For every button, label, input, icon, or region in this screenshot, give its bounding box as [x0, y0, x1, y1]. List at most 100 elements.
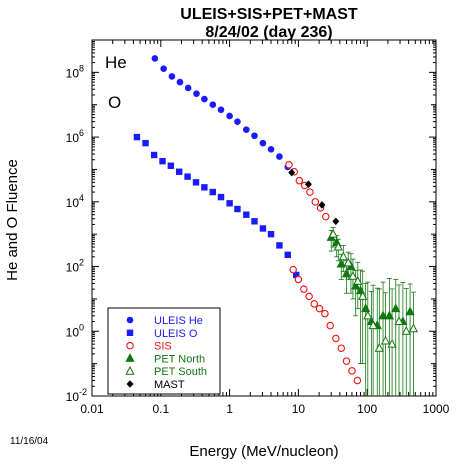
uleis-o-point [192, 179, 200, 186]
x-tick-label: 1000 [423, 402, 450, 416]
uleis-o-point [184, 173, 191, 180]
pet-south-point [343, 257, 353, 267]
uleis-o-point [159, 157, 166, 165]
uleis-he-point [259, 139, 267, 147]
pet-south-point [333, 241, 343, 251]
legend-label-sis: SIS [154, 341, 172, 353]
y-tick-exponent: -2 [79, 387, 87, 397]
sis-point [311, 198, 320, 206]
sis-point [326, 321, 334, 330]
sis-point [300, 285, 308, 293]
x-tick-label: 10 [292, 402, 306, 416]
uleis-he-point [201, 95, 208, 103]
y-tick-label: 10 [66, 390, 80, 404]
pet-south-point [348, 271, 358, 280]
mast-point [318, 201, 326, 209]
x-tick-label: 100 [357, 402, 377, 416]
uleis-o-point [209, 188, 217, 196]
sis-point [289, 265, 297, 274]
uleis-o-point [259, 225, 267, 232]
pet-north-point [341, 268, 352, 278]
ticks-group [91, 40, 436, 397]
uleis-o-point [133, 133, 141, 141]
x-axis-label: Energy (MeV/nucleon) [189, 443, 338, 460]
sis-point [315, 304, 324, 313]
annotation-he: He [105, 53, 127, 72]
pet-south-point [401, 326, 411, 335]
pet-north-point [378, 310, 388, 320]
data-markers [133, 55, 419, 385]
uleis-he-point [176, 78, 184, 86]
plot-frame [91, 39, 437, 397]
error-bars [328, 227, 416, 396]
legend-label-mast: MAST [154, 379, 185, 391]
sis-point [342, 357, 351, 365]
x-tick-label: 1 [226, 402, 233, 416]
uleis-o-point [284, 251, 291, 259]
pet-north-point [405, 306, 415, 316]
chart-title: ULEIS+SIS+PET+MAST [180, 6, 358, 23]
y-tick-label: 10 [66, 261, 80, 275]
uleis-o-point [276, 242, 283, 249]
uleis-he-point [209, 101, 217, 109]
legend-marker-uleis-he [126, 316, 134, 324]
sis-point [285, 160, 293, 169]
sis-point [353, 376, 362, 385]
uleis-o-point [150, 151, 158, 159]
sis-point [332, 334, 340, 343]
pet-south-point [353, 276, 363, 285]
mast-point [288, 168, 296, 177]
legend-label-pet-north: PET North [154, 353, 205, 365]
uleis-o-point [167, 162, 175, 169]
legend-marker-mast [126, 380, 134, 388]
pet-north-point [351, 280, 361, 290]
pet-south-point [387, 338, 397, 348]
uleis-he-point [184, 84, 192, 92]
pet-south-point [368, 320, 378, 330]
uleis-he-point [168, 73, 176, 80]
uleis-o-point [251, 218, 258, 225]
pet-north-point [336, 258, 346, 268]
uleis-he-point [151, 55, 159, 62]
pet-south-point [408, 323, 419, 333]
sis-point [295, 176, 304, 185]
mast-point [304, 180, 312, 189]
uleis-he-point [217, 106, 225, 114]
uleis-he-point [251, 132, 258, 140]
sis-point [305, 292, 313, 301]
pet-south-point [338, 251, 348, 261]
uleis-o-point [175, 168, 183, 175]
legend-marker-pet-north [125, 353, 135, 362]
mast-point [332, 217, 340, 226]
legend-marker-pet-south [125, 365, 135, 375]
x-tick-label: 0.1 [152, 402, 169, 416]
y-tick-label: 10 [66, 325, 80, 339]
uleis-he-point [243, 126, 250, 133]
uleis-he-point [267, 145, 275, 153]
pet-south-point [380, 335, 391, 345]
uleis-he-point [193, 90, 200, 97]
legend-label-uleis-he: ULEIS He [154, 315, 203, 327]
annotation-o: O [108, 93, 121, 112]
legend-frame [107, 307, 221, 395]
pet-south-point [328, 228, 338, 238]
pet-north-point [361, 303, 371, 313]
uleis-o-point [142, 139, 149, 147]
sis-point [294, 275, 303, 284]
uleis-o-point [201, 184, 208, 191]
uleis-o-point [293, 271, 300, 279]
chart-subtitle: 8/24/02 (day 236) [205, 24, 332, 41]
sis-point [306, 188, 314, 196]
uleis-o-point [217, 193, 225, 201]
y-tick-label: 10 [66, 196, 80, 210]
y-tick-label: 10 [66, 131, 80, 145]
uleis-he-point [226, 112, 233, 120]
sis-point [322, 212, 330, 221]
footnote-date: 11/16/04 [10, 436, 49, 447]
legend-label-uleis-o: ULEIS O [154, 328, 198, 340]
pet-north-point [384, 310, 394, 320]
legend-marker-sis [126, 341, 134, 350]
y-tick-exponent: 0 [79, 322, 84, 332]
